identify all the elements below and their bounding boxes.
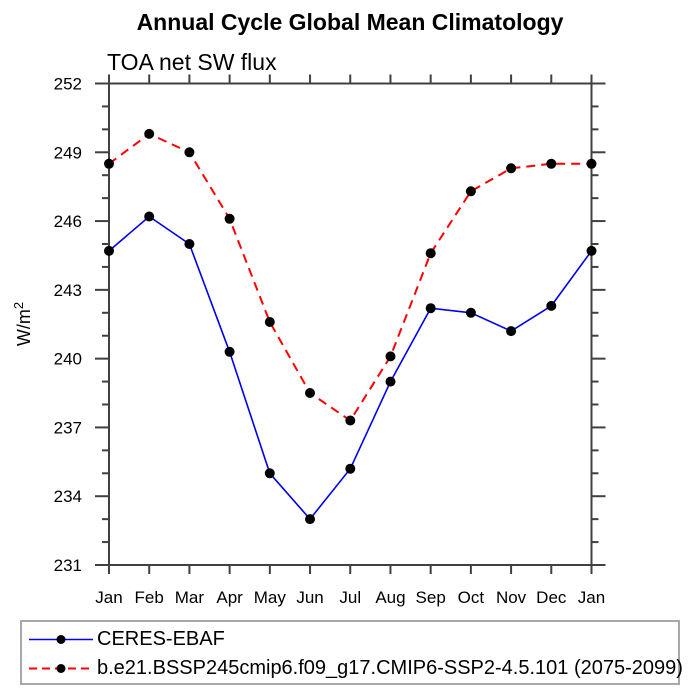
data-point	[184, 239, 195, 249]
x-tick-label: Feb	[135, 588, 164, 607]
data-point	[224, 213, 235, 224]
data-point	[586, 158, 597, 169]
chart-title: Annual Cycle Global Mean Climatology	[136, 9, 564, 35]
data-point	[506, 326, 517, 337]
x-tick-label: Mar	[175, 588, 205, 607]
plot-area: TOA net SW flux W/m2 2312342372402432462…	[11, 49, 606, 607]
data-point	[345, 415, 356, 426]
y-tick-label: 249	[54, 143, 82, 162]
data-point	[546, 158, 557, 169]
data-point	[224, 346, 235, 357]
y-tick-label: 237	[54, 418, 82, 437]
legend-box: CERES-EBAF b.e21.BSSP245cmip6.f09_g17.CM…	[20, 620, 683, 685]
data-point	[305, 514, 315, 525]
y-tick-label: 243	[54, 281, 82, 300]
data-point	[264, 317, 275, 327]
y-tick-label: 240	[54, 350, 82, 369]
x-tick-label: Aug	[375, 588, 405, 607]
data-point	[586, 245, 597, 256]
legend-item-ceres-ebaf: CERES-EBAF	[28, 628, 225, 650]
data-point	[385, 376, 396, 387]
series-line-0	[108, 215, 593, 521]
axes: 231 234 237 240 243 246 249 252 Jan Feb Mar Apr May J…	[54, 74, 606, 607]
legend-label-model: b.e21.BSSP245cmip6.f09_g17.CMIP6-SSP2-4.…	[97, 657, 683, 679]
legend-marker-dot-icon	[56, 663, 66, 673]
y-axis-label: W/m2	[11, 302, 34, 346]
plot-frame	[108, 82, 593, 566]
x-tick-label: Nov	[496, 588, 527, 607]
data-point	[264, 468, 275, 479]
chart-subtitle: TOA net SW flux	[107, 49, 277, 75]
data-point	[345, 463, 356, 474]
data-series-lines	[108, 132, 593, 521]
x-tick-label: Apr	[216, 588, 243, 607]
series-line-1	[108, 132, 592, 422]
data-point	[425, 248, 436, 259]
legend-solid-line-sample	[29, 634, 93, 644]
data-point	[144, 128, 155, 139]
x-tick-label: Sep	[416, 588, 446, 607]
y-tick-label: 234	[54, 487, 82, 506]
legend-dashed-line-sample	[29, 663, 93, 673]
x-tick-label: Jan	[95, 588, 122, 607]
data-point-markers	[104, 128, 597, 525]
data-point	[546, 300, 557, 311]
data-point	[144, 211, 155, 222]
legend-marker-dot-icon	[56, 634, 66, 644]
x-tick-label: Jan	[578, 588, 605, 607]
data-point	[104, 245, 114, 256]
x-tick-label: Jul	[339, 588, 361, 607]
data-point	[506, 163, 517, 174]
data-point	[385, 351, 396, 362]
x-tick-label: Oct	[458, 588, 485, 607]
legend-item-model: b.e21.BSSP245cmip6.f09_g17.CMIP6-SSP2-4.…	[28, 657, 683, 679]
data-point	[184, 147, 195, 158]
data-point	[104, 158, 114, 169]
data-point	[465, 307, 476, 318]
data-point	[305, 388, 315, 398]
x-tick-label: Jun	[296, 588, 323, 607]
x-tick-label: Dec	[536, 588, 567, 607]
x-tick-label: May	[254, 588, 287, 607]
legend-label-ceres: CERES-EBAF	[97, 628, 225, 650]
data-point	[465, 186, 476, 197]
y-tick-label: 231	[54, 556, 82, 575]
y-tick-label: 246	[54, 212, 82, 231]
data-point	[425, 303, 436, 314]
y-tick-label: 252	[54, 75, 82, 94]
